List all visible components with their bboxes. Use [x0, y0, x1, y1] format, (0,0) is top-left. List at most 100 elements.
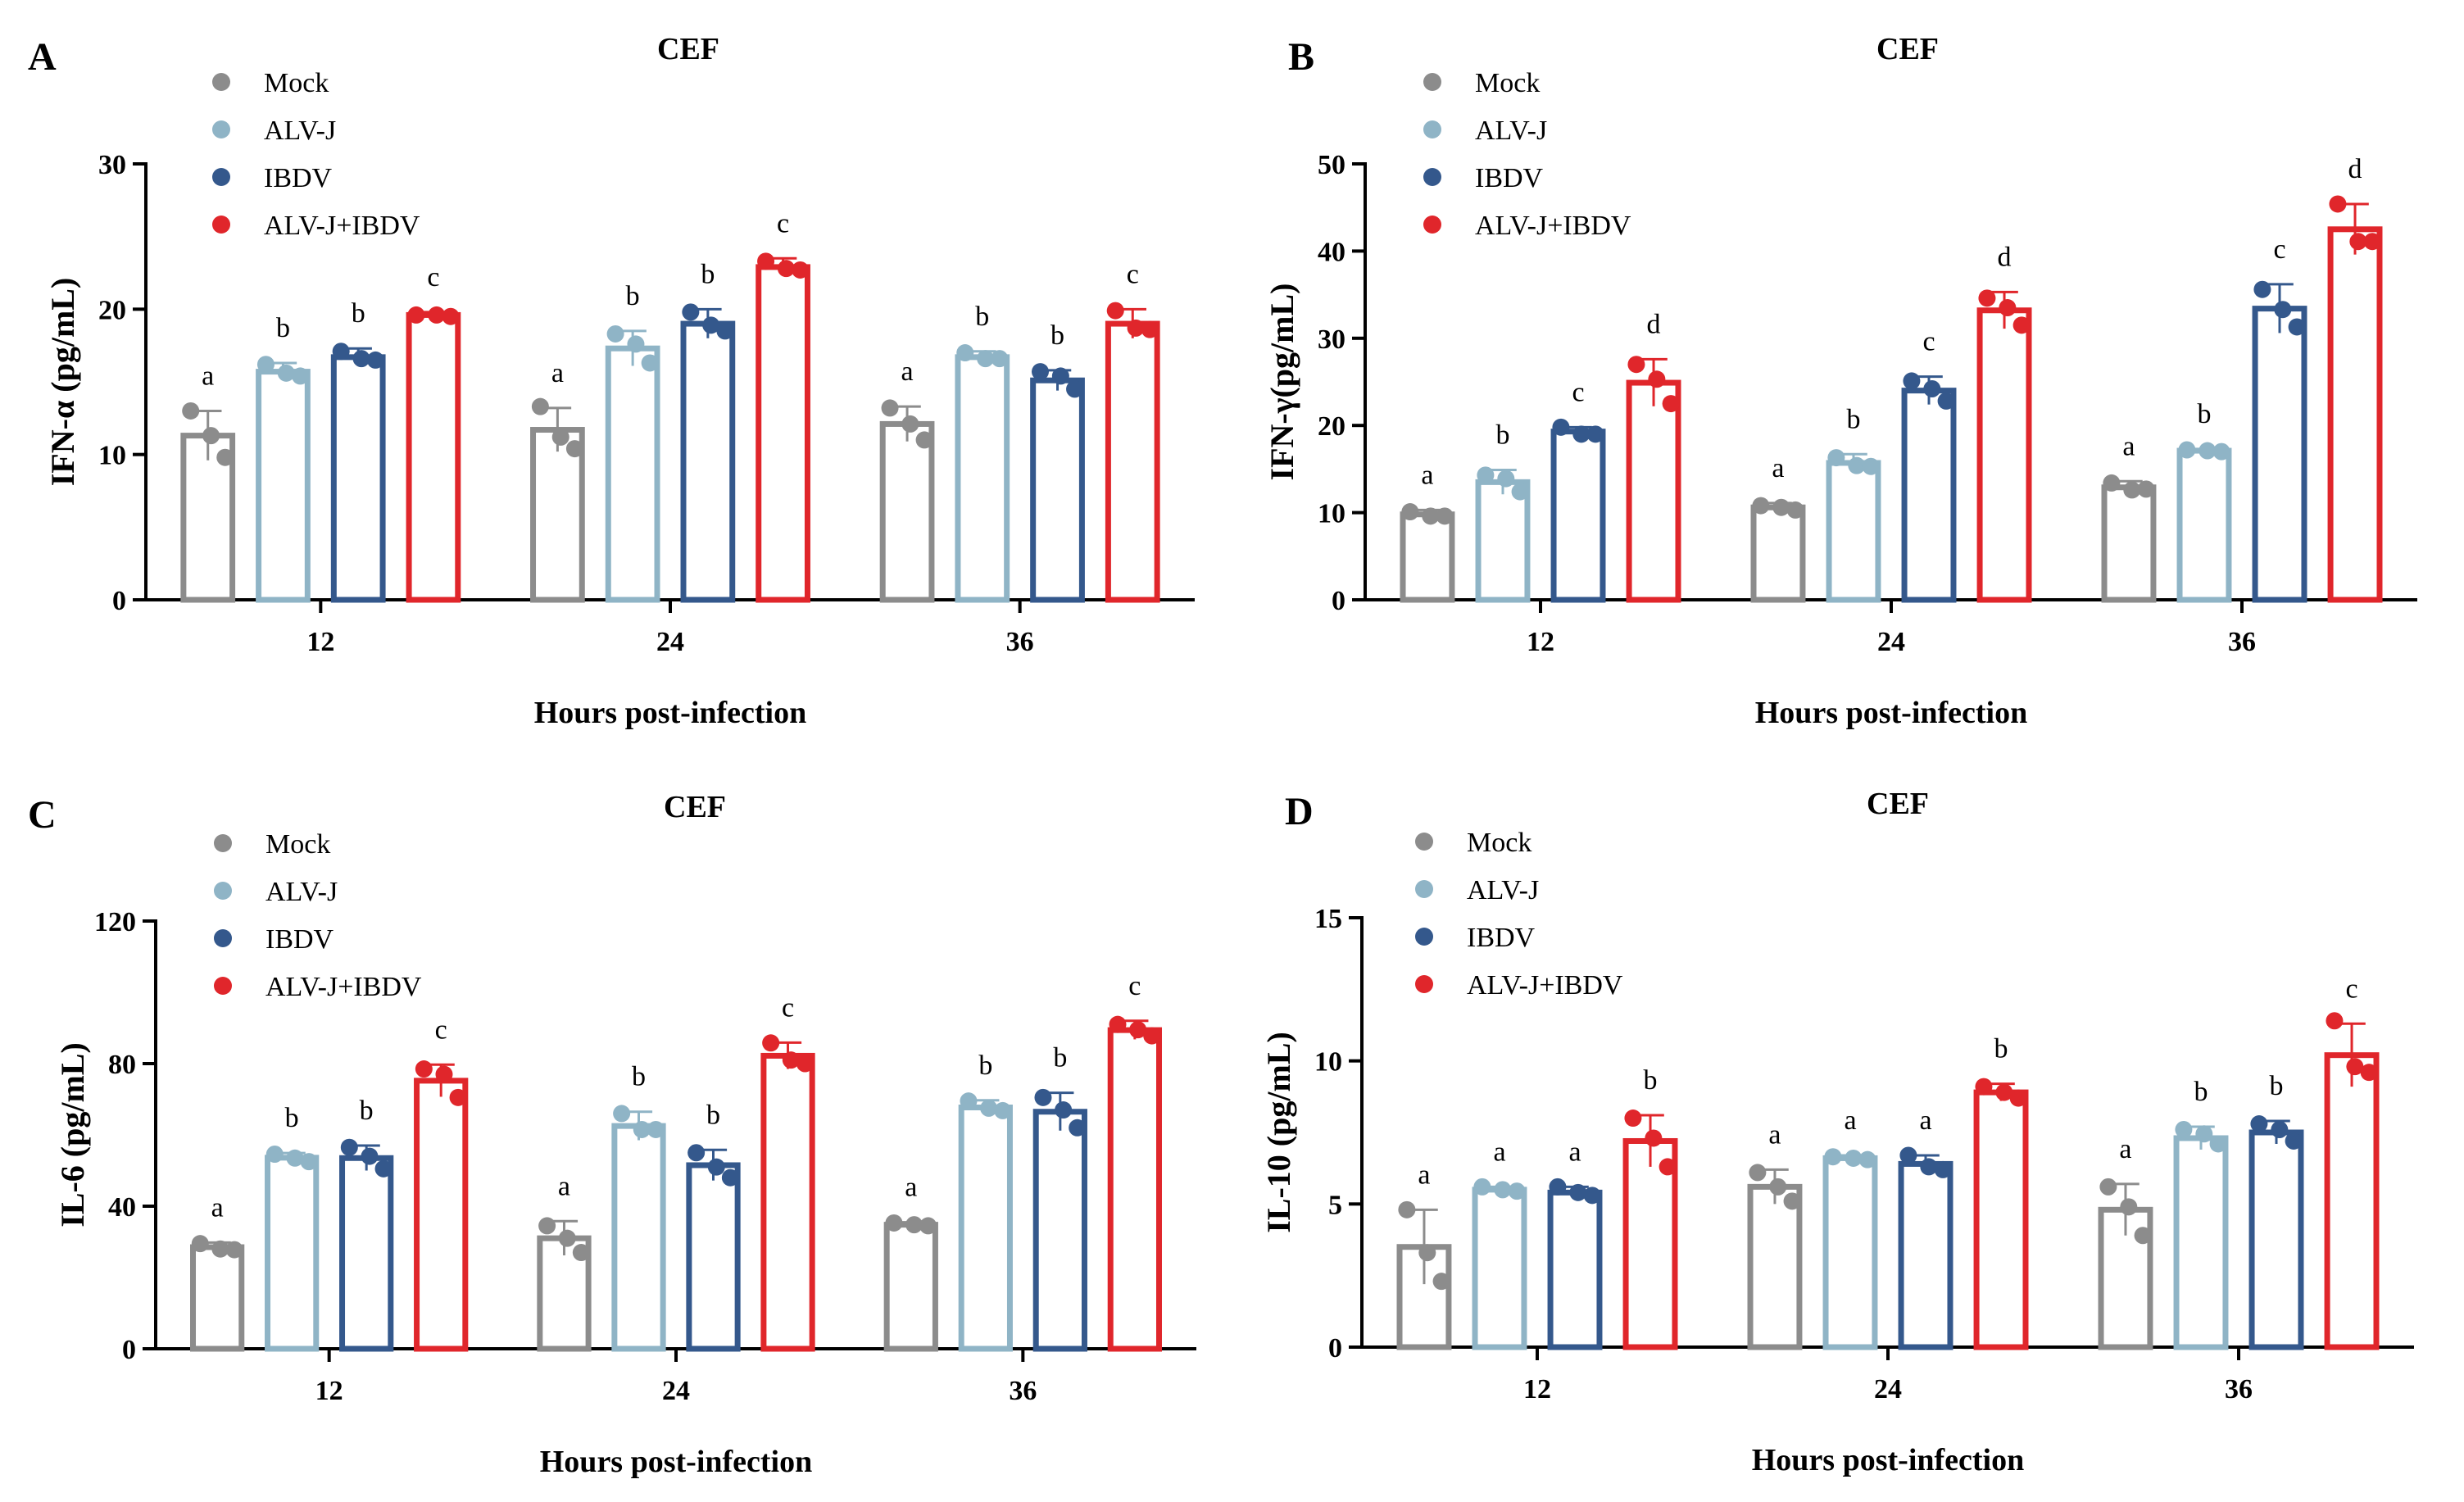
legend-marker-alv-j-ibdv: [212, 216, 230, 234]
data-point-alv-j-ibdv-36h: [2349, 233, 2367, 251]
legend-marker-mock: [214, 834, 232, 852]
significance-letter: b: [632, 1062, 646, 1092]
data-point-mock-12h: [191, 1235, 209, 1253]
data-point-mock-36h: [2137, 480, 2155, 498]
significance-letter: b: [975, 302, 989, 332]
bar-mock-12h: [1400, 511, 1455, 603]
data-point-mock-36h: [915, 431, 933, 449]
data-point-alv-j-12h: [277, 364, 295, 382]
data-point-mock-24h: [1786, 501, 1804, 519]
bar-ibdv-36h: [2248, 1129, 2304, 1350]
bar-alv-j-36h: [2173, 1135, 2229, 1350]
data-point-alv-j-36h: [977, 350, 995, 368]
significance-letter: c: [1127, 259, 1139, 289]
bar-alv-j-12h: [1472, 1187, 1527, 1350]
data-point-alv-j-24h: [1827, 449, 1845, 467]
panel-d-chart: CEF Mock ALV-J IBDV ALV-J+IBDV 0 5 10 15 IL-10 (p…: [1260, 787, 2414, 1477]
data-point-alv-j-ibdv-36h: [1109, 1015, 1127, 1033]
data-point-alv-j-12h: [1508, 1182, 1526, 1200]
bar-alv-j-24h: [1822, 1155, 1878, 1350]
data-point-ibdv-24h: [707, 1158, 725, 1176]
data-point-ibdv-12h: [1569, 1183, 1587, 1201]
bar-ibdv-12h: [1550, 429, 1606, 603]
data-point-ibdv-36h: [1055, 1101, 1073, 1119]
data-point-mock-12h: [216, 448, 234, 466]
data-point-alv-j-24h: [1845, 1149, 1863, 1167]
legend-label-alv-j: ALV-J: [264, 116, 336, 146]
significance-letter: a: [905, 1173, 917, 1203]
significance-letter: a: [1772, 453, 1784, 483]
bar-alv-j-ibdv-24h: [760, 1052, 815, 1352]
bar-alv-j-ibdv-36h: [1105, 320, 1160, 603]
data-point-alv-j-ibdv-36h: [2326, 1012, 2344, 1030]
data-point-alv-j-12h: [300, 1153, 318, 1171]
data-point-ibdv-36h: [2253, 280, 2271, 298]
bar-ibdv-12h: [330, 354, 386, 603]
significance-letter: c: [2273, 234, 2285, 265]
data-point-ibdv-12h: [1552, 418, 1570, 436]
data-point-ibdv-24h: [682, 303, 700, 321]
data-point-alv-j-12h: [291, 367, 309, 385]
significance-letter: a: [1768, 1119, 1781, 1150]
significance-letter: b: [1644, 1065, 1658, 1096]
y-tick-label: 20: [98, 295, 126, 325]
y-tick-label: 20: [1318, 411, 1345, 442]
data-point-alv-j-24h: [1862, 457, 1880, 475]
y-tick-label: 50: [1318, 150, 1345, 180]
chart-title: CEF: [1867, 787, 1929, 821]
data-point-mock-24h: [1749, 1164, 1767, 1182]
significance-letter: b: [276, 313, 290, 343]
data-point-alv-j-24h: [606, 324, 624, 343]
bar-ibdv-24h: [1901, 388, 1957, 603]
bar-ibdv-12h: [1547, 1189, 1603, 1350]
data-point-alv-j-ibdv-36h: [2363, 233, 2381, 251]
data-point-mock-24h: [565, 440, 583, 458]
data-point-mock-12h: [1436, 507, 1454, 525]
significance-letter: c: [2345, 973, 2357, 1004]
data-point-ibdv-36h: [2271, 1121, 2289, 1139]
data-point-alv-j-ibdv-36h: [1129, 1021, 1147, 1039]
legend-label-alv-j-ibdv: ALV-J+IBDV: [1467, 970, 1623, 1001]
significance-letter: b: [2197, 399, 2211, 429]
y-tick-label: 80: [108, 1050, 136, 1080]
significance-letter: a: [901, 356, 914, 387]
legend-marker-alv-j: [214, 882, 232, 900]
significance-letter: b: [1495, 420, 1509, 450]
data-point-alv-j-ibdv-24h: [1975, 1078, 1993, 1096]
significance-letter: a: [211, 1192, 224, 1223]
data-point-alv-j-12h: [286, 1149, 304, 1167]
significance-letter: b: [1050, 320, 1064, 351]
x-axis-label: Hours post-infection: [534, 696, 807, 730]
x-axis-label: Hours post-infection: [540, 1445, 813, 1479]
bar-mock-12h: [190, 1244, 245, 1352]
legend-label-mock: Mock: [1475, 68, 1540, 98]
data-point-alv-j-12h: [1497, 470, 1515, 488]
data-point-alv-j-ibdv-36h: [2346, 1058, 2364, 1076]
data-point-alv-j-ibdv-12h: [435, 1065, 453, 1083]
x-tick-label: 24: [656, 627, 684, 657]
y-tick-label: 30: [98, 150, 126, 180]
panel-d: D CEF Mock ALV-J IBDV ALV-J+IBDV 0 5 10 15 IL-10 …: [1260, 787, 2414, 1477]
significance-letter: c: [777, 208, 789, 238]
significance-letter: a: [1568, 1137, 1581, 1167]
bar-ibdv-24h: [1898, 1160, 1954, 1350]
data-point-mock-24h: [1769, 1178, 1787, 1196]
legend-label-ibdv: IBDV: [1467, 923, 1536, 953]
legend-marker-alv-j: [1415, 880, 1433, 898]
y-tick-label: 0: [122, 1335, 136, 1365]
y-tick-label: 5: [1328, 1190, 1342, 1220]
data-point-alv-j-12h: [1473, 1178, 1491, 1196]
data-point-mock-36h: [2123, 481, 2141, 499]
data-point-mock-36h: [919, 1217, 937, 1235]
significance-letter: b: [1053, 1043, 1067, 1073]
data-point-alv-j-ibdv-24h: [2012, 316, 2031, 334]
data-point-mock-12h: [1432, 1273, 1450, 1291]
data-point-alv-j-ibdv-36h: [1127, 319, 1145, 337]
data-point-alv-j-ibdv-12h: [1624, 1109, 1642, 1128]
data-point-alv-j-24h: [647, 1120, 665, 1138]
legend-label-ibdv: IBDV: [264, 163, 333, 193]
bar-mock-36h: [883, 1222, 938, 1352]
panel-a-chart: CEF Mock ALV-J IBDV ALV-J+IBDV 0 10 20 30 IFN-α (…: [44, 32, 1195, 730]
data-point-mock-36h: [2099, 1178, 2117, 1196]
